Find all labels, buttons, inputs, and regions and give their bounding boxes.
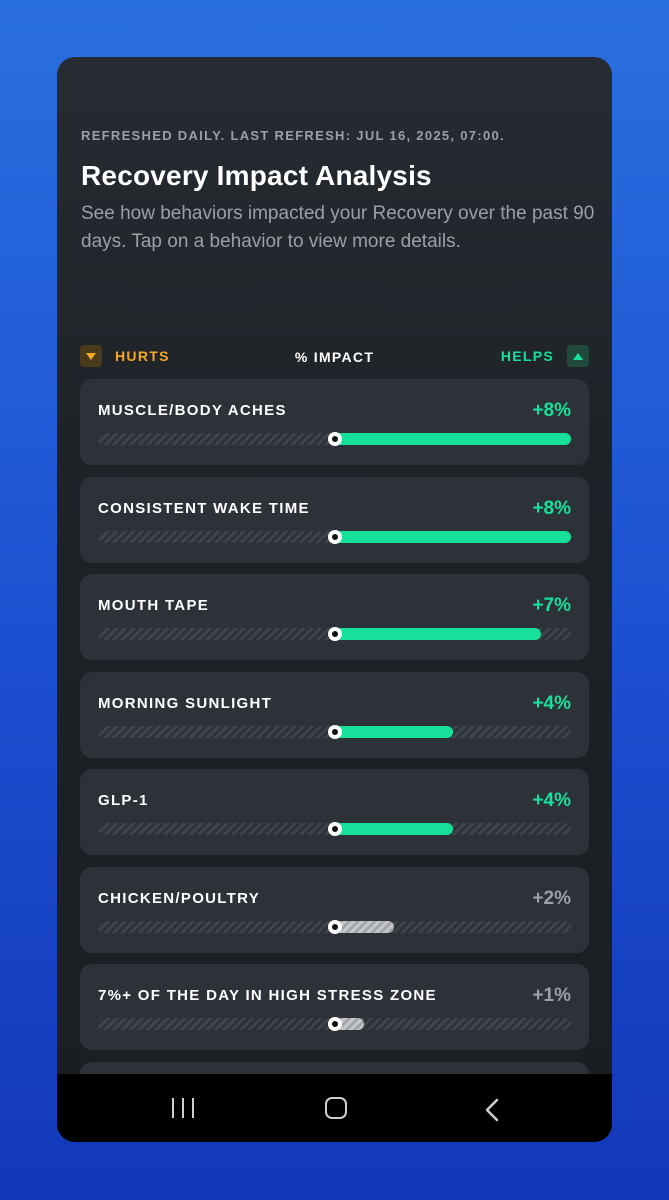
baseline-marker (327, 1017, 342, 1031)
impact-bar-fill (334, 725, 453, 738)
back-icon[interactable] (485, 1098, 499, 1127)
impact-bar-track (98, 432, 571, 446)
legend-hurts: HURTS (115, 348, 170, 364)
caret-up-icon (567, 345, 589, 367)
refresh-status: REFRESHED DAILY. LAST REFRESH: JUL 16, 2… (81, 128, 505, 143)
behavior-card[interactable]: CONSISTENT WAKE TIME +8% (80, 476, 589, 563)
baseline-marker (327, 529, 342, 544)
behavior-card[interactable]: MUSCLE/BODY ACHES +8% (80, 379, 589, 465)
baseline-marker (327, 432, 342, 446)
caret-down-icon (80, 345, 102, 367)
behavior-card[interactable]: MORNING SUNLIGHT +4% (80, 671, 589, 758)
behavior-impact-value: +4% (532, 790, 571, 811)
impact-bar-fill (334, 823, 453, 835)
behavior-impact-value: +8% (532, 497, 571, 519)
impact-bar-fill (334, 628, 542, 640)
behavior-card[interactable]: CHICKEN/POULTRY +2% (80, 866, 589, 953)
baseline-marker (327, 627, 342, 641)
home-icon[interactable] (325, 1097, 347, 1119)
impact-bar-track (98, 627, 571, 641)
impact-bar-track (98, 919, 571, 934)
impact-bar-track (98, 1017, 571, 1031)
behavior-impact-value: +8% (532, 400, 571, 421)
impact-bar-fill (334, 920, 394, 933)
page-subtitle: See how behaviors impacted your Recovery… (81, 203, 595, 252)
behavior-label: CHICKEN/POULTRY (98, 889, 260, 907)
impact-bar-fill (334, 433, 571, 445)
behavior-label: CONSISTENT WAKE TIME (98, 499, 310, 517)
behavior-label: GLP-1 (98, 792, 149, 809)
behavior-label: MOUTH TAPE (98, 597, 210, 614)
behavior-impact-value: +2% (532, 887, 571, 909)
impact-bar-track (98, 822, 571, 836)
behavior-impact-value: +7% (532, 595, 571, 616)
baseline-marker (327, 724, 342, 739)
behavior-impact-value: +1% (532, 985, 571, 1006)
behavior-card[interactable]: 7%+ OF THE DAY IN HIGH STRESS ZONE +1% (80, 964, 589, 1050)
baseline-marker (327, 822, 342, 836)
behavior-label: MUSCLE/BODY ACHES (98, 402, 287, 419)
system-nav-bar (57, 1074, 612, 1142)
behavior-label: 7%+ OF THE DAY IN HIGH STRESS ZONE (98, 987, 437, 1004)
impact-bar-fill (334, 530, 571, 543)
behavior-impact-value: +4% (532, 692, 571, 714)
legend-helps: HELPS (500, 348, 554, 364)
behavior-card[interactable]: GLP-1 +4% (80, 769, 589, 855)
app-screen: REFRESHED DAILY. LAST REFRESH: JUL 16, 2… (57, 57, 612, 1142)
impact-bar-track (98, 724, 571, 739)
behavior-list: MUSCLE/BODY ACHES +8% CONSISTENT WAKE TIME… (80, 379, 589, 1082)
impact-bar-track (98, 529, 571, 544)
legend-impact: % IMPACT (294, 349, 375, 365)
impact-bar-fill (334, 1018, 365, 1030)
page-title: Recovery Impact Analysis (81, 160, 432, 191)
impact-legend: HURTS % IMPACT HELPS (80, 345, 589, 369)
behavior-card[interactable]: MOUTH TAPE +7% (80, 574, 589, 660)
behavior-label: MORNING SUNLIGHT (98, 694, 273, 712)
baseline-marker (327, 919, 342, 934)
recent-apps-icon[interactable] (172, 1098, 194, 1118)
